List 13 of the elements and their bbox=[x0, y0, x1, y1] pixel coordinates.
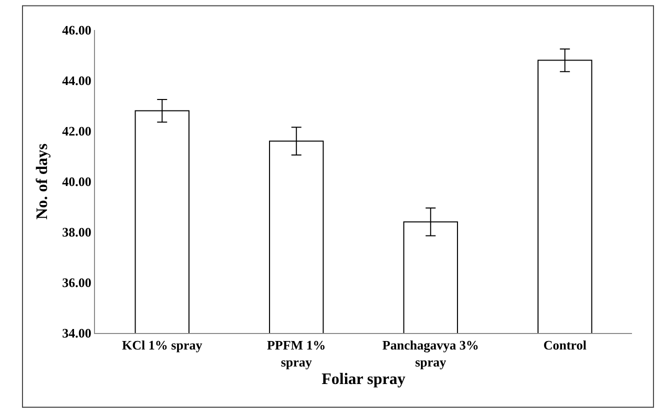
x-tick-label: KCl 1% spray bbox=[122, 338, 203, 353]
x-axis-title: Foliar spray bbox=[322, 371, 406, 388]
x-tick-label: Control bbox=[543, 338, 587, 353]
y-tick-label: 44.00 bbox=[62, 73, 92, 88]
y-tick-label: 34.00 bbox=[62, 326, 92, 341]
y-axis-title: No. of days bbox=[34, 143, 52, 220]
y-tick-label: 38.00 bbox=[62, 224, 92, 240]
x-tick-label: Panchagavya 3% spray bbox=[382, 338, 479, 370]
y-tick-label: 36.00 bbox=[62, 275, 92, 290]
y-tick-label: 40.00 bbox=[62, 174, 92, 190]
y-tick-label: 46.00 bbox=[62, 22, 92, 38]
y-tick-label: 42.00 bbox=[62, 124, 92, 139]
x-tick-label: PPFM 1% spray bbox=[266, 338, 326, 370]
